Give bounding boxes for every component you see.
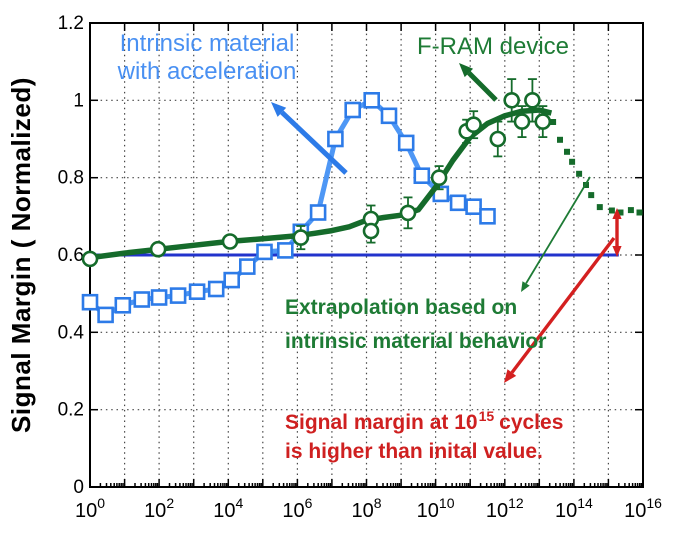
label-fram-device: F-RAM device bbox=[417, 33, 570, 60]
y-tick-label: 0.8 bbox=[58, 168, 84, 189]
axis-ticks bbox=[89, 22, 644, 488]
gap-double-arrow bbox=[612, 208, 622, 257]
x-tick-label: 100 bbox=[75, 495, 105, 522]
x-tick-label: 106 bbox=[282, 495, 312, 522]
series-fram-markers bbox=[81, 92, 552, 268]
label-signal-margin: Signal margin at 1015 cycles is higher th… bbox=[285, 402, 563, 466]
intrinsic-label-arrow bbox=[271, 102, 348, 175]
label-text: cycles bbox=[499, 411, 564, 434]
x-tick-label: 1014 bbox=[555, 495, 593, 522]
y-tick-label: 0 bbox=[73, 477, 84, 498]
series-extrapolation-dots bbox=[550, 119, 643, 216]
extrapolation-arrow bbox=[521, 176, 591, 292]
y-tick-label: 0.2 bbox=[58, 400, 84, 421]
y-tick-label: 0.4 bbox=[58, 322, 85, 343]
label-line: is higher than inital value. bbox=[285, 440, 543, 463]
y-tick-label: 1.2 bbox=[58, 13, 84, 34]
label-line: Signal margin at 1015 cycles bbox=[285, 402, 563, 437]
x-tick-label: 1012 bbox=[486, 495, 524, 522]
x-tick-label: 1016 bbox=[624, 495, 662, 522]
fram-label-arrow bbox=[459, 63, 498, 102]
series-fram-errorbars bbox=[85, 78, 548, 266]
superscript-exponent: 15 bbox=[478, 408, 495, 424]
x-tick-label: 102 bbox=[144, 495, 174, 522]
label-line: Extrapolation based on bbox=[285, 296, 518, 319]
x-tick-label: 108 bbox=[351, 495, 381, 522]
y-tick-labels: 1.2 1 0.8 0.6 0.4 0.2 0 bbox=[58, 13, 85, 498]
x-tick-labels: 100 102 104 106 108 1010 1012 1014 1016 bbox=[75, 495, 662, 522]
y-tick-label: 0.6 bbox=[58, 245, 84, 266]
x-tick-label: 104 bbox=[213, 495, 243, 522]
label-text: Signal margin at 10 bbox=[285, 411, 478, 434]
y-tick-label: 1 bbox=[73, 90, 84, 111]
y-axis-title: Signal Margin ( Normalized) bbox=[6, 77, 36, 433]
label-intrinsic-material: Intrinsic material with acceleration bbox=[93, 30, 321, 86]
label-line: Intrinsic material bbox=[119, 30, 295, 57]
label-line: with acceleration bbox=[117, 58, 297, 85]
series-intrinsic-line bbox=[88, 97, 489, 318]
x-tick-label: 1010 bbox=[417, 495, 455, 522]
label-extrapolation: Extrapolation based on intrinsic materia… bbox=[285, 291, 546, 359]
series-intrinsic-markers bbox=[81, 92, 496, 324]
label-line: intrinsic material behavior bbox=[285, 330, 547, 353]
signal-margin-arrow bbox=[504, 236, 616, 383]
